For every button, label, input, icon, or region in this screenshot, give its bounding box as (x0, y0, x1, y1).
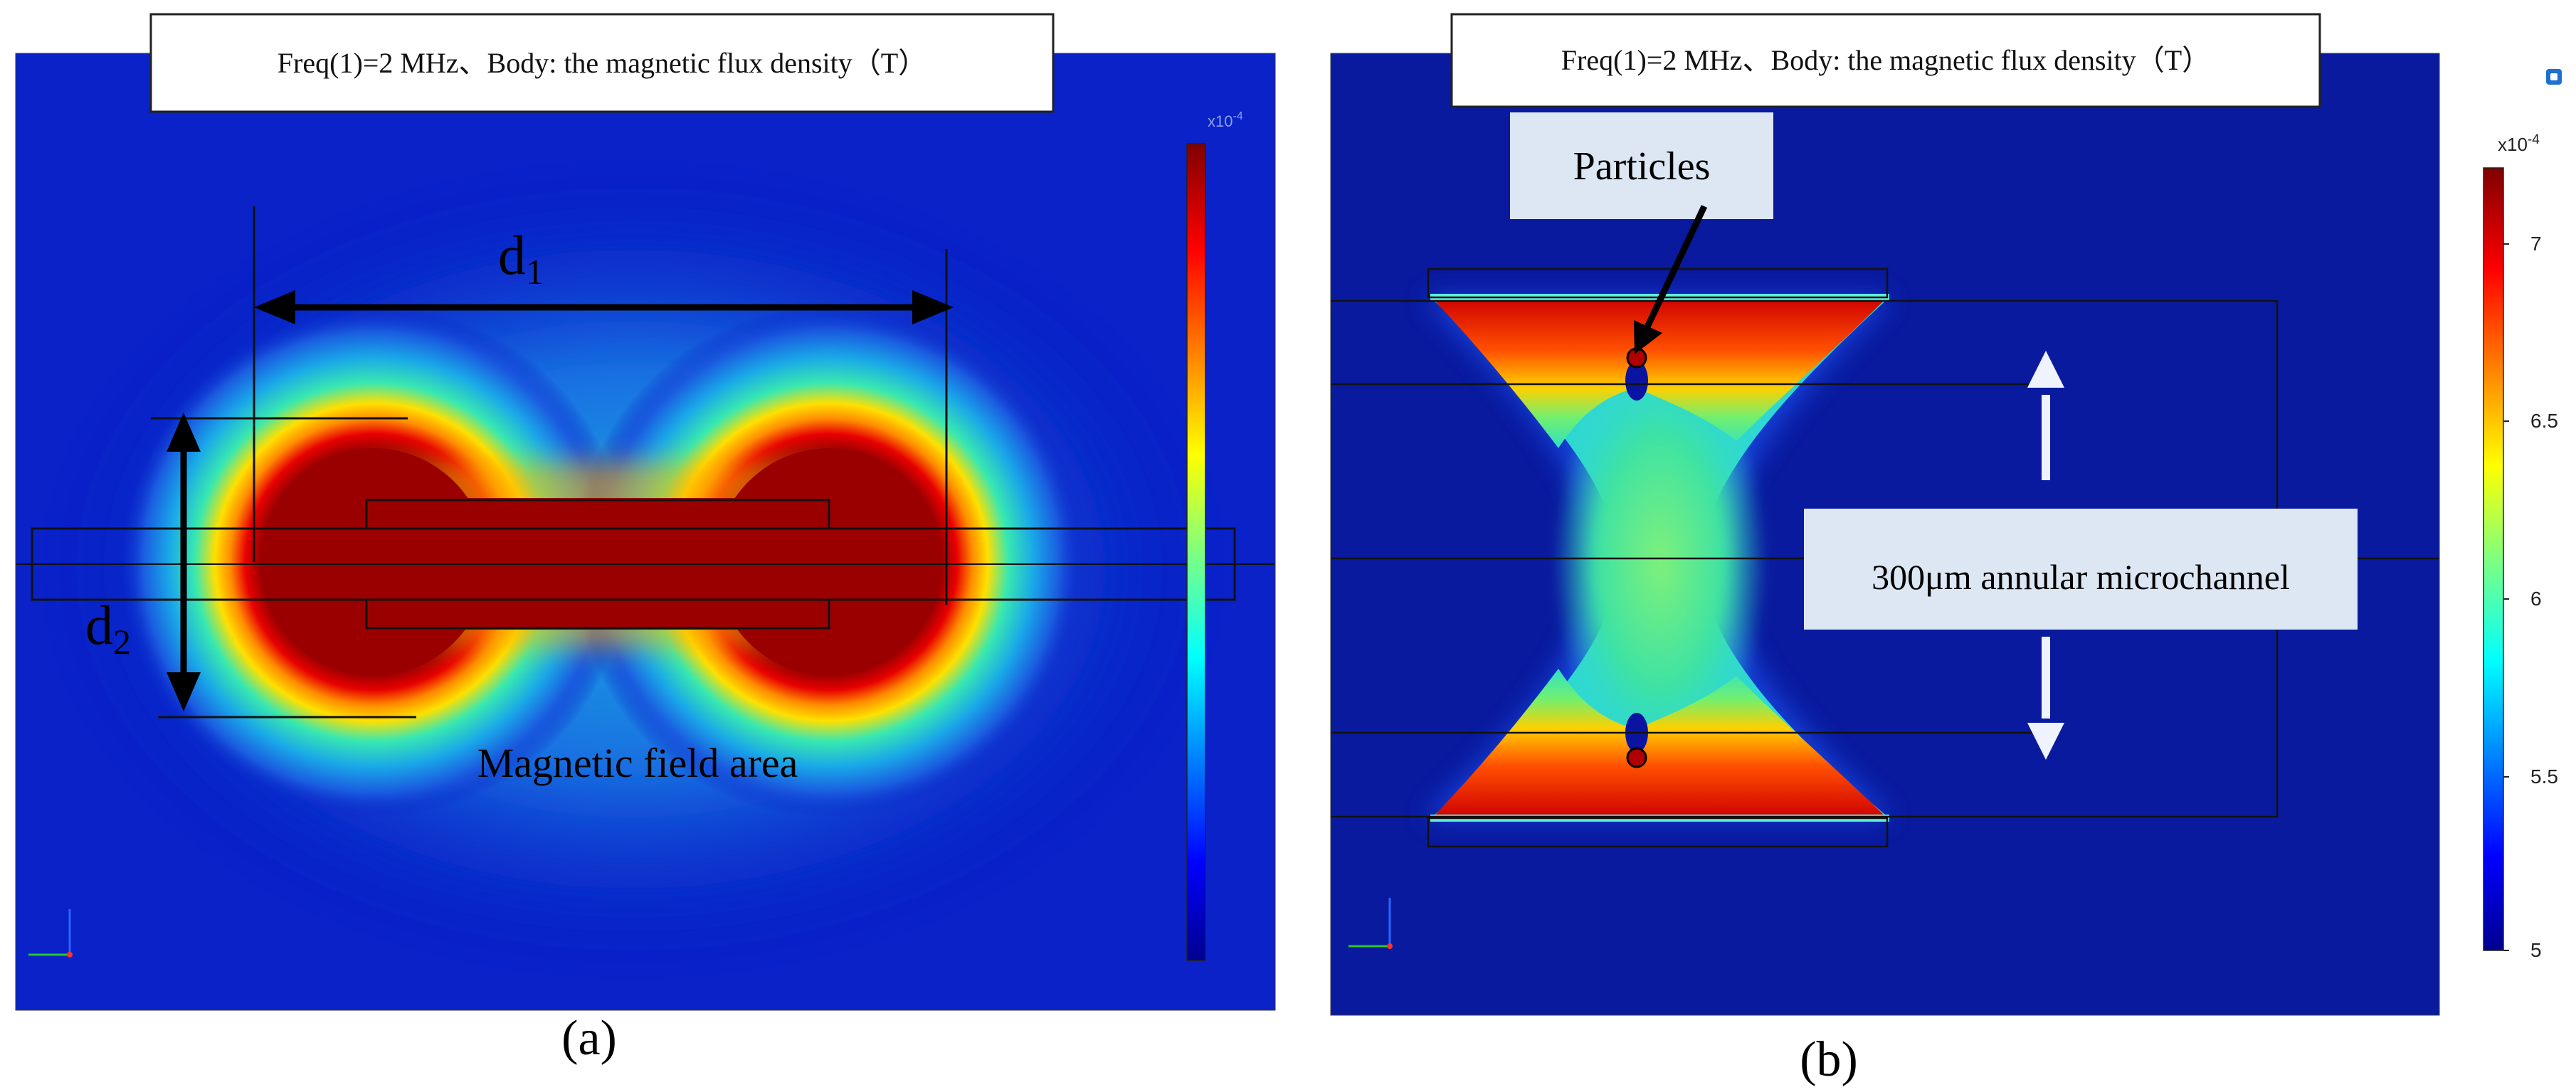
colorbar-tick: 6 (2530, 588, 2542, 610)
colorbar-tick: 7 (2530, 233, 2542, 255)
panel-b-title: Freq(1)=2 MHz、Body: the magnetic flux de… (1561, 44, 2210, 76)
label-d2: d2 (85, 594, 131, 662)
panel-a-title: Freq(1)=2 MHz、Body: the magnetic flux de… (278, 47, 927, 79)
panel-a: x10-4 Freq(1)=2 MHz、Body: the magnetic f… (15, 13, 1276, 1066)
particle-upper (1625, 347, 1648, 401)
panel-b-colorbar-ticks: 7 6.5 6 5.5 5 (2503, 233, 2558, 961)
panel-a-field-plot (16, 53, 1275, 1010)
dimension-d1: d1 (253, 206, 954, 605)
panel-a-caption: (a) (561, 1011, 617, 1066)
magnetic-field-area-label: Magnetic field area (477, 740, 798, 786)
panel-b-axis-triad (1348, 898, 1393, 949)
panel-a-axis-triad (28, 909, 73, 958)
panel-b-title-box: Freq(1)=2 MHz、Body: the magnetic flux de… (1450, 13, 2321, 108)
colorbar-tick: 6.5 (2530, 410, 2558, 432)
label-d1: d1 (498, 224, 544, 292)
microchannel-callout: 300μm annular microchannel (1804, 351, 2358, 760)
particles-callout: Particles (1510, 112, 1773, 354)
particles-label: Particles (1573, 144, 1711, 189)
panel-a-colorbar (1186, 143, 1206, 961)
panel-b-colorbar-exponent: x10-4 (2498, 132, 2540, 155)
colorbar-tick: 5.5 (2530, 765, 2558, 788)
particle-lower (1625, 713, 1648, 768)
dimension-d2: d2 (85, 413, 416, 719)
app-logo-icon (2546, 69, 2562, 85)
panel-b-colorbar: x10-4 7 6.5 6 5.5 5 (2483, 132, 2558, 961)
panel-a-colorbar-exponent: x10-4 (1208, 110, 1243, 130)
colorbar-tick: 5 (2530, 939, 2542, 961)
microchannel-label: 300μm annular microchannel (1872, 557, 2290, 597)
panel-b-caption: (b) (1800, 1032, 1858, 1087)
panel-a-title-box: Freq(1)=2 MHz、Body: the magnetic flux de… (149, 13, 1055, 113)
panel-b: Freq(1)=2 MHz、Body: the magnetic flux de… (1330, 13, 2562, 1087)
